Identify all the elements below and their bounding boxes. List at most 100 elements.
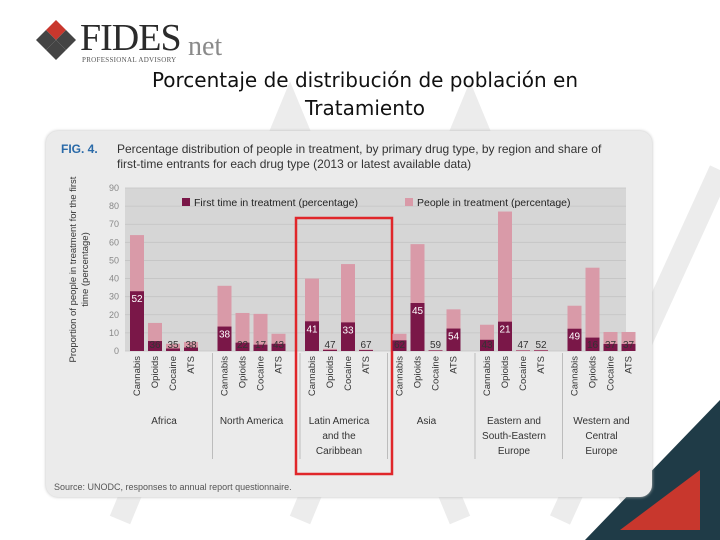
x-tick-label: Cannabis xyxy=(570,356,581,396)
x-tick-label: Cannabis xyxy=(482,356,493,396)
group-label: Africa xyxy=(151,416,177,427)
bar-first-time xyxy=(235,342,250,351)
x-tick-label: Opioids xyxy=(500,356,511,388)
slide-title: Porcentaje de distribución de población … xyxy=(0,66,720,122)
bar-share-label: 37 xyxy=(605,340,617,351)
bar-first-time xyxy=(253,344,268,351)
y-tick-label: 80 xyxy=(109,201,119,211)
x-tick-label: Cannabis xyxy=(132,356,143,396)
x-tick-label: Cannabis xyxy=(220,356,231,396)
y-tick-label: 0 xyxy=(114,346,119,356)
corner-red-triangle xyxy=(620,470,700,530)
bar-share-label: 49 xyxy=(569,332,581,343)
plot-background xyxy=(125,188,626,351)
group-label: Central xyxy=(585,431,617,442)
bar-share-label: 16 xyxy=(587,340,599,351)
figure-caption-line-1: Percentage distribution of people in tre… xyxy=(117,142,602,156)
figure-caption-line-2: first-time entrants for each drug type (… xyxy=(117,157,471,171)
legend-label-people: People in treatment (percentage) xyxy=(417,197,571,209)
y-tick-label: 60 xyxy=(109,237,119,247)
group-label: Europe xyxy=(498,446,531,457)
group-label: Eastern and xyxy=(487,416,541,427)
legend-swatch-first-time xyxy=(182,198,190,206)
x-tick-label: Opioids xyxy=(238,356,249,388)
bar-first-time xyxy=(166,348,180,351)
bar-share-label: 54 xyxy=(448,332,460,343)
x-tick-label: ATS xyxy=(361,356,372,374)
bar-first-time xyxy=(323,349,337,351)
x-tick-label: Opioids xyxy=(588,356,599,388)
legend-label-first-time: First time in treatment (percentage) xyxy=(194,197,358,209)
bar-first-time xyxy=(130,291,144,351)
bar-share-label: 17 xyxy=(255,340,267,351)
y-tick-label: 50 xyxy=(109,255,119,265)
fides-logo: FIDES net PROFESSIONAL ADVISORY xyxy=(36,16,236,66)
group-label: North America xyxy=(220,416,284,427)
bar-share-label: 62 xyxy=(394,340,406,351)
bar-share-label: 37 xyxy=(623,340,635,351)
bar-share-label: 52 xyxy=(535,340,547,351)
figure-label: FIG. 4. xyxy=(61,142,98,156)
bar-first-time xyxy=(271,343,286,351)
bar-people xyxy=(585,267,600,351)
bar-first-time xyxy=(498,321,512,351)
bar-first-time xyxy=(410,303,425,351)
legend-swatch-people xyxy=(405,198,413,206)
y-axis-label-line-2: time (percentage) xyxy=(80,232,91,306)
bar-chart: FIG. 4. Percentage distribution of peopl… xyxy=(54,142,636,492)
bar-share-label: 59 xyxy=(430,340,442,351)
bar-first-time xyxy=(621,343,636,351)
bar-first-time xyxy=(585,337,600,351)
x-tick-label: ATS xyxy=(186,356,197,374)
x-tick-label: ATS xyxy=(449,356,460,374)
y-tick-label: 30 xyxy=(109,292,119,302)
y-tick-label: 40 xyxy=(109,274,119,284)
x-tick-label: ATS xyxy=(624,356,635,374)
bar-share-label: 47 xyxy=(517,340,529,351)
y-tick-label: 90 xyxy=(109,183,119,193)
slide-title-line-1: Porcentaje de distribución de población … xyxy=(151,68,579,92)
logo-tagline: PROFESSIONAL ADVISORY xyxy=(82,56,177,64)
bar-first-time xyxy=(305,321,319,351)
bar-first-time xyxy=(534,350,548,351)
x-tick-label: ATS xyxy=(536,356,547,374)
bar-share-label: 45 xyxy=(412,306,424,317)
bar-first-time xyxy=(148,341,162,351)
group-label: Caribbean xyxy=(316,446,362,457)
bar-people xyxy=(184,341,198,351)
x-tick-label: Cocaine xyxy=(343,356,354,391)
bar-share-label: 33 xyxy=(342,325,354,336)
bar-first-time xyxy=(603,343,618,351)
x-tick-label: Cocaine xyxy=(518,356,529,391)
x-tick-label: Cocaine xyxy=(256,356,267,391)
group-label: Asia xyxy=(417,416,437,427)
bar-people xyxy=(235,312,250,351)
logo-wordmark: FIDES xyxy=(80,17,182,59)
x-tick-label: Cocaine xyxy=(431,356,442,391)
bar-first-time xyxy=(480,339,494,351)
x-tick-label: Opioids xyxy=(325,356,336,388)
bar-share-label: 38 xyxy=(185,340,197,351)
x-tick-label: Cocaine xyxy=(606,356,617,391)
x-tick-label: ATS xyxy=(274,356,285,374)
x-tick-label: Cocaine xyxy=(168,356,179,391)
diamond-logo-icon xyxy=(36,20,76,60)
bar-first-time xyxy=(184,347,198,351)
group-label: Europe xyxy=(585,446,618,457)
bar-share-label: 36 xyxy=(149,340,161,351)
bar-share-label: 47 xyxy=(324,340,336,351)
bar-people xyxy=(498,211,512,351)
bar-share-label: 21 xyxy=(499,325,511,336)
y-axis-label-line-1: Proportion of people in treatment for th… xyxy=(68,176,79,362)
bar-first-time xyxy=(446,328,461,351)
bar-share-label: 22 xyxy=(237,340,249,351)
highlight-box xyxy=(294,216,394,476)
bar-first-time xyxy=(217,326,232,351)
bar-share-label: 35 xyxy=(167,340,179,351)
bar-people xyxy=(166,343,180,351)
bar-people xyxy=(516,350,530,351)
bar-share-label: 43 xyxy=(273,340,285,351)
bar-first-time xyxy=(359,350,373,351)
figure-panel: FIG. 4. Percentage distribution of peopl… xyxy=(46,131,652,497)
bar-first-time xyxy=(341,322,355,351)
